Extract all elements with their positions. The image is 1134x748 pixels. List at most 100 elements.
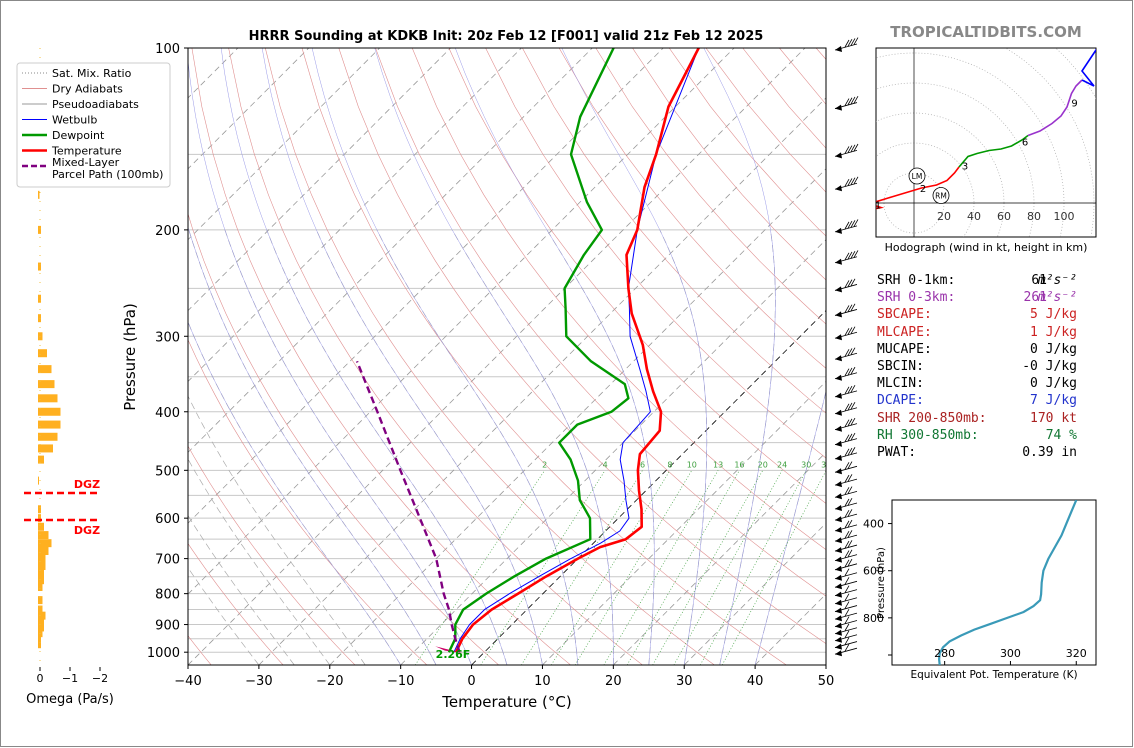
omega-bar bbox=[38, 514, 41, 523]
wind-barb-feather bbox=[844, 593, 850, 601]
isotherm bbox=[471, 309, 826, 665]
wind-barb-shaft bbox=[834, 490, 858, 498]
wind-barb-feather bbox=[844, 98, 850, 106]
wind-barb-shaft bbox=[834, 627, 858, 635]
wind-barb-feather bbox=[847, 251, 853, 260]
y-tick-label: 300 bbox=[155, 330, 180, 345]
wind-barb-shaft bbox=[834, 620, 858, 627]
wind-barb-feather bbox=[844, 509, 850, 518]
x-tick-label: 40 bbox=[747, 674, 764, 689]
wind-barb-feather bbox=[844, 550, 850, 558]
wind-barb-feather bbox=[844, 630, 850, 638]
omega-bar bbox=[38, 539, 52, 548]
omega-bar bbox=[38, 611, 46, 620]
theta-e-area bbox=[937, 500, 1078, 665]
mixing-ratio-label: 20 bbox=[758, 460, 768, 469]
mixing-ratio-line bbox=[550, 470, 671, 665]
mixing-ratio-label: 6 bbox=[640, 460, 645, 469]
wind-barb-feather bbox=[853, 37, 859, 45]
stat-row: RH 300-850mb: 74 % bbox=[877, 428, 1077, 445]
dgz-label: DGZ bbox=[74, 478, 100, 491]
hodograph-tick-label: 60 bbox=[997, 210, 1011, 223]
hodograph-tick-label: 80 bbox=[1027, 210, 1041, 223]
stat-row: m²s⁻² SRH 0-1km: 61 bbox=[877, 273, 1077, 290]
stat-value: 7 J/kg bbox=[1030, 393, 1077, 409]
moist-adiabat bbox=[188, 321, 401, 665]
watermark: TROPICALTIDBITS.COM bbox=[890, 23, 1082, 41]
isotherm bbox=[188, 48, 735, 595]
wind-barb-shaft bbox=[834, 407, 858, 415]
omega-tick-label: −1 bbox=[62, 672, 78, 685]
height-label: 6 bbox=[1022, 138, 1028, 149]
stat-value: 5 J/kg bbox=[1030, 307, 1077, 323]
wind-barb-shaft bbox=[834, 641, 858, 648]
wind-barb-feather bbox=[850, 38, 856, 46]
x-tick-label: −30 bbox=[245, 674, 272, 689]
wind-barb-feather bbox=[850, 326, 856, 334]
stat-value: 0.39 in bbox=[1022, 445, 1077, 460]
x-tick-label: 30 bbox=[676, 674, 693, 689]
skew-t-plot: 2468101316202430362.26F−40−30−20−1001020… bbox=[121, 37, 859, 711]
stat-value: -0 J/kg bbox=[1022, 359, 1077, 374]
pseudoadiabat bbox=[188, 567, 260, 665]
omega-bar bbox=[38, 554, 46, 563]
omega-bar bbox=[38, 432, 58, 441]
omega-bar bbox=[38, 561, 46, 570]
mixing-ratio-line bbox=[652, 470, 764, 665]
stat-row: SBCAPE: 5 J/kg bbox=[877, 307, 1077, 324]
stat-value: 74 % bbox=[1045, 427, 1077, 443]
omega-bar bbox=[38, 407, 61, 416]
moist-adiabat bbox=[561, 48, 708, 665]
stat-row: SHR 200-850mb: 170 kt bbox=[877, 411, 1077, 428]
dewpoint-line bbox=[447, 48, 630, 653]
parcel-path-line bbox=[355, 360, 461, 653]
moist-adiabat bbox=[703, 48, 776, 665]
hodograph-segment bbox=[1027, 79, 1083, 137]
x-axis-label: Temperature (°C) bbox=[441, 693, 571, 711]
stat-label: MLCAPE: bbox=[877, 324, 932, 340]
stat-row: m²s⁻² SRH 0-3km: 261 bbox=[877, 290, 1077, 307]
theta-e-y-tick-label: 600 bbox=[863, 565, 884, 578]
height-label: 2 bbox=[920, 184, 926, 195]
mixing-ratio-label: 4 bbox=[603, 460, 608, 469]
hodograph-area: 1 2 3 6 9 LM RM 20 40 60 80 100 bbox=[876, 48, 1096, 237]
wind-barb-shaft bbox=[834, 256, 858, 264]
stat-value: 1 J/kg bbox=[1030, 324, 1077, 340]
wind-barb-shaft bbox=[834, 534, 858, 542]
theta-e-x-tick-label: 300 bbox=[1000, 647, 1021, 660]
y-axis-label: Pressure (hPa) bbox=[121, 303, 139, 411]
omega-bar bbox=[38, 583, 43, 592]
hodograph-tick-label: 40 bbox=[967, 210, 981, 223]
wind-barb-shaft bbox=[834, 331, 858, 339]
theta-e-plot: 280 300 320 400 600 800 Equivalent Pot. Temper… bbox=[863, 499, 1097, 681]
wind-barb-feather bbox=[844, 643, 850, 652]
stat-value: 261 bbox=[1023, 290, 1047, 306]
wind-barb-feather bbox=[850, 385, 856, 393]
stat-row: MLCIN: 0 J/kg bbox=[877, 376, 1077, 393]
wind-barb-feather bbox=[850, 96, 856, 105]
wind-barb-feather bbox=[844, 585, 850, 593]
wind-barb-feather bbox=[850, 366, 856, 375]
wind-barb-shaft bbox=[834, 597, 858, 605]
skew-t-background: 246810131620243036 bbox=[188, 48, 826, 665]
omega-bar bbox=[38, 640, 41, 649]
omega-tick-label: 0 bbox=[37, 672, 44, 685]
omega-axis-label: Omega (Pa/s) bbox=[26, 692, 114, 707]
wind-barb-feather bbox=[847, 433, 853, 442]
omega-bar bbox=[38, 505, 41, 514]
y-tick-label: 100 bbox=[155, 42, 180, 57]
dry-adiabat bbox=[485, 48, 826, 459]
wind-barb-feather bbox=[853, 250, 859, 258]
wind-barb-feather bbox=[850, 177, 856, 185]
hodograph-tick-label: 20 bbox=[937, 210, 951, 223]
wind-barb-feather bbox=[847, 519, 853, 528]
theta-e-x-tick-label: 320 bbox=[1066, 647, 1087, 660]
hodograph-frame bbox=[875, 47, 1097, 238]
wind-barb-feather bbox=[847, 497, 853, 506]
wind-barb-feather bbox=[844, 328, 850, 336]
isotherm bbox=[329, 168, 826, 665]
wind-barb-feather bbox=[850, 278, 856, 287]
dry-adiabat bbox=[338, 48, 826, 644]
wind-barb-shaft bbox=[834, 563, 858, 571]
